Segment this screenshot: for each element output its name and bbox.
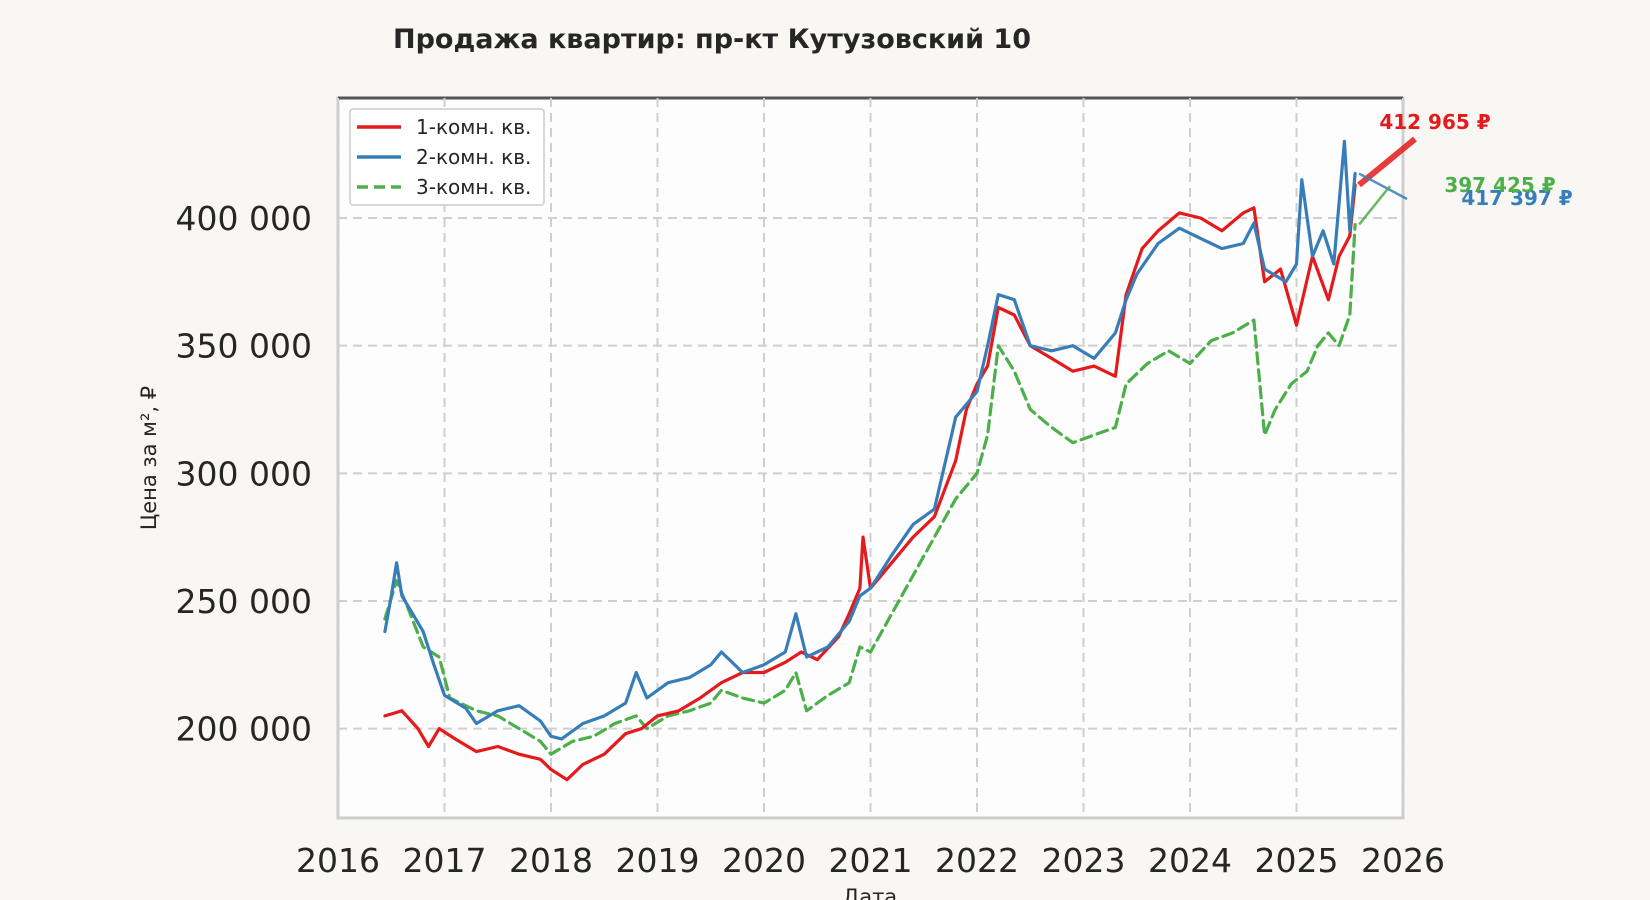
series-line-3 [383, 223, 1357, 756]
x-tick-label: 2025 [1255, 841, 1339, 880]
y-tick-label: 400 000 [176, 199, 312, 238]
y-tick-label: 200 000 [176, 710, 312, 749]
end-value-label-1: 412 965 ₽ [1379, 110, 1490, 134]
x-tick-label: 2021 [829, 841, 913, 880]
legend-label-1: 1-комн. кв. [416, 115, 531, 139]
end-value-label-2: 417 397 ₽ [1461, 186, 1572, 210]
y-tick-label: 300 000 [176, 454, 312, 493]
x-tick-label: 2017 [403, 841, 487, 880]
x-axis-label: Дата [843, 885, 897, 900]
x-tick-label: 2022 [935, 841, 1019, 880]
legend-box [349, 108, 545, 206]
legend-label-3: 3-комн. кв. [416, 175, 531, 199]
x-tick-label: 2023 [1042, 841, 1126, 880]
x-axis-ticks: 2016 2017 2018 2019 2020 2021 2022 2023 2024 2025… [296, 841, 1445, 880]
chart-title: Продажа квартир: пр-кт Кутузовский 10 [393, 24, 1031, 55]
grid [337, 98, 1404, 818]
series-lines [383, 139, 1357, 782]
series-line-2 [383, 139, 1357, 741]
x-tick-label: 2024 [1148, 841, 1232, 880]
end-value-annotations: 412 965 ₽ 417 397 ₽397 425 ₽ [1357, 110, 1573, 226]
x-tick-label: 2019 [616, 841, 700, 880]
x-tick-label: 2020 [722, 841, 806, 880]
x-tick-label: 2016 [296, 841, 380, 880]
annotation-arrow-2 [1358, 172, 1408, 201]
series-line-1 [383, 183, 1357, 782]
x-tick-label: 2018 [509, 841, 593, 880]
y-tick-label: 350 000 [176, 327, 312, 366]
annotation-arrow-3 [1358, 185, 1391, 226]
legend-label-2: 2-комн. кв. [416, 145, 531, 169]
x-tick-label: 2026 [1361, 841, 1445, 880]
legend: 1-комн. кв. 2-комн. кв. 3-комн. кв. [349, 108, 545, 206]
end-value-label-3: 397 425 ₽ [1444, 173, 1555, 197]
y-axis-label: Цена за м², ₽ [137, 386, 161, 530]
y-tick-label: 250 000 [176, 582, 312, 621]
y-axis-ticks: 200 000 250 000 300 000 350 000 400 000 [176, 199, 312, 749]
